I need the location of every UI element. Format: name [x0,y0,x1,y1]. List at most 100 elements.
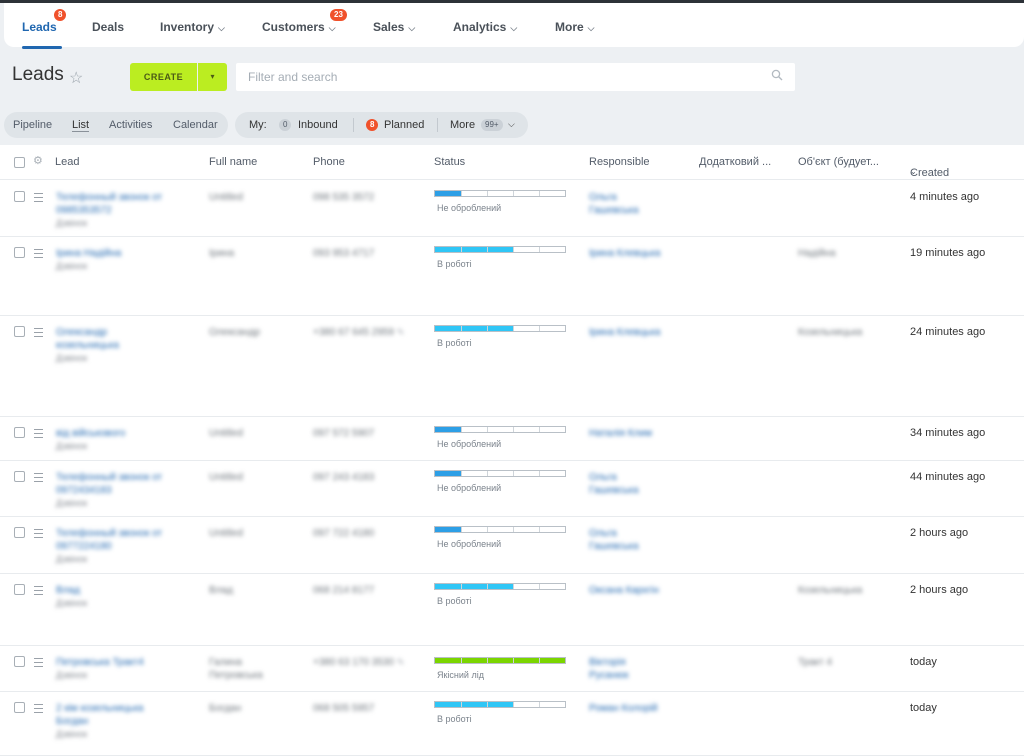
status-progress-bar[interactable] [434,190,566,197]
row-menu-icon[interactable] [34,658,43,667]
status-progress-bar[interactable] [434,246,566,253]
table-row[interactable]: Олександр козельницька Дзвінок Олександр … [0,315,1024,417]
row-checkbox[interactable] [14,656,25,667]
row-menu-icon[interactable] [34,249,43,258]
row-checkbox[interactable] [14,584,25,595]
lead-title-link[interactable]: Телефонный звонок от 0985353572 [56,191,162,217]
filter-inbound[interactable]: Inbound [298,119,338,131]
full-name: Untitled [209,472,243,483]
star-icon[interactable]: ☆ [69,70,84,87]
responsible-link[interactable]: Ольга Гашевська [589,527,639,553]
row-menu-icon[interactable] [34,429,43,438]
my-label: My: [249,119,267,131]
nav-more[interactable]: More ⌵ [555,20,595,34]
table-row[interactable]: Ірина Надійна Дзвінок Ірина 093 953 4717… [0,236,1024,316]
status-progress-bar[interactable] [434,583,566,590]
status-progress-bar[interactable] [434,325,566,332]
phone-number: 068 505 5957 [313,703,375,714]
col-additional[interactable]: Додатковий ... [699,156,772,168]
view-pipeline[interactable]: Pipeline [13,119,53,131]
full-name: Untitled [209,428,243,439]
responsible-link[interactable]: Ірина Клевцька [589,247,660,260]
nav-leads[interactable]: Leads [22,20,57,34]
lead-title-link[interactable]: Телефонный звонок от 0972434183 [56,471,162,497]
responsible-link[interactable]: Наталія Клим [589,427,652,440]
pencil-icon[interactable]: ✎ [396,657,405,667]
table-row[interactable]: Телефонный звонок от 0977224180 Дзвінок U… [0,516,1024,574]
status-progress-bar[interactable] [434,526,566,533]
view-calendar[interactable]: Calendar [173,119,218,131]
select-all-checkbox[interactable] [14,157,25,168]
responsible-link[interactable]: Ольга Гашевська [589,191,639,217]
status-progress-bar[interactable] [434,657,566,664]
col-lead[interactable]: Lead [55,156,80,168]
responsible-link[interactable]: Вікторія Русанюк [589,656,629,682]
progress-step-divider [513,702,514,707]
col-phone[interactable]: Phone [313,156,345,168]
status-progress-bar[interactable] [434,701,566,708]
lead-title-link[interactable]: Олександр козельницька [56,326,119,352]
row-checkbox[interactable] [14,702,25,713]
col-object[interactable]: Об'єкт (будует... [798,156,879,168]
full-name: Untitled [209,528,243,539]
view-activities[interactable]: Activities [109,119,153,131]
nav-customers[interactable]: Customers ⌵ [262,20,336,34]
table-row[interactable]: Телефонный звонок от 0972434183 Дзвінок U… [0,460,1024,517]
row-menu-icon[interactable] [34,193,43,202]
filter-planned[interactable]: Planned [384,119,425,131]
status-progress-bar[interactable] [434,470,566,477]
responsible-link[interactable]: Роман Колорій [589,702,658,715]
lead-title-link[interactable]: Телефонный звонок от 0977224180 [56,527,162,553]
row-checkbox[interactable] [14,326,25,337]
row-checkbox[interactable] [14,427,25,438]
lead-title-link[interactable]: від військового [56,427,125,440]
progress-step-divider [539,584,540,589]
search-input[interactable] [236,63,795,91]
status-label: Не оброблений [437,539,502,549]
row-checkbox[interactable] [14,527,25,538]
status-progress-fill [435,191,461,196]
pencil-icon[interactable]: ✎ [396,327,405,337]
col-full-name[interactable]: Full name [209,156,258,168]
row-menu-icon[interactable] [34,328,43,337]
row-menu-icon[interactable] [34,473,43,482]
filter-more[interactable]: More [450,119,476,131]
gear-icon[interactable]: ⚙ [33,155,43,167]
lead-source: Дзвінок [56,598,88,608]
status-progress-fill [435,527,461,532]
status-progress-bar[interactable] [434,426,566,433]
chevron-down-icon[interactable]: ⌵ [508,119,515,129]
nav-inventory[interactable]: Inventory ⌵ [160,20,225,34]
table-row[interactable]: Телефонный звонок от 0985353572 Дзвінок U… [0,180,1024,237]
col-responsible[interactable]: Responsible [589,156,650,168]
phone: 068 214 8177 [313,584,374,597]
lead-title-line: 0977224180 [56,541,112,552]
row-checkbox[interactable] [14,471,25,482]
search-icon[interactable] [771,69,783,84]
table-row[interactable]: від військового Дзвінок Untitled 097 572… [0,416,1024,461]
phone-number: 097 243 4183 [313,472,375,483]
lead-title-link[interactable]: 2 кім козельницька Богдан [56,702,143,728]
lead-title-link[interactable]: Влад [56,584,80,597]
create-button[interactable]: CREATE [130,63,197,91]
table-row[interactable]: 2 кім козельницька Богдан Дзвінок Богдан … [0,691,1024,756]
row-menu-icon[interactable] [34,529,43,538]
nav-analytics[interactable]: Analytics ⌵ [453,20,517,34]
responsible-link[interactable]: Оксана Кархгін [589,584,659,597]
row-checkbox[interactable] [14,247,25,258]
responsible-link[interactable]: Ірина Клевцька [589,326,660,339]
row-menu-icon[interactable] [34,704,43,713]
table-row[interactable]: Петровська Тракт4 Дзвінок Галина Петровс… [0,645,1024,692]
row-checkbox[interactable] [14,191,25,202]
responsible-link[interactable]: Ольга Гашевська [589,471,639,497]
table-row[interactable]: Влад Дзвінок Влад 068 214 8177 В роботі … [0,573,1024,646]
progress-step-divider [513,427,514,432]
lead-title-link[interactable]: Ірина Надійна [56,247,121,260]
view-list[interactable]: List [72,119,90,132]
nav-sales[interactable]: Sales ⌵ [373,20,415,34]
create-dropdown-button[interactable]: ▾ [198,63,227,91]
col-status[interactable]: Status [434,156,466,168]
lead-title-link[interactable]: Петровська Тракт4 [56,656,144,669]
nav-deals[interactable]: Deals [92,20,124,34]
row-menu-icon[interactable] [34,586,43,595]
